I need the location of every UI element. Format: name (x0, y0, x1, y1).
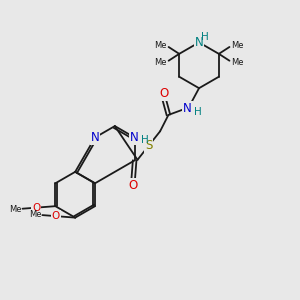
Text: O: O (159, 87, 169, 100)
Text: Me: Me (231, 58, 244, 67)
Text: O: O (128, 178, 138, 192)
Text: O: O (52, 211, 60, 221)
Text: H: H (194, 107, 201, 117)
Text: N: N (130, 131, 139, 144)
Text: S: S (145, 139, 152, 152)
Text: H: H (200, 32, 208, 42)
Text: N: N (195, 36, 203, 49)
Text: Me: Me (154, 41, 167, 50)
Text: O: O (32, 203, 40, 213)
Text: Me: Me (29, 210, 41, 219)
Text: H: H (141, 136, 149, 146)
Text: Me: Me (154, 58, 167, 67)
Text: N: N (183, 102, 192, 115)
Text: Me: Me (231, 41, 244, 50)
Text: Me: Me (9, 205, 21, 214)
Text: N: N (91, 131, 99, 144)
